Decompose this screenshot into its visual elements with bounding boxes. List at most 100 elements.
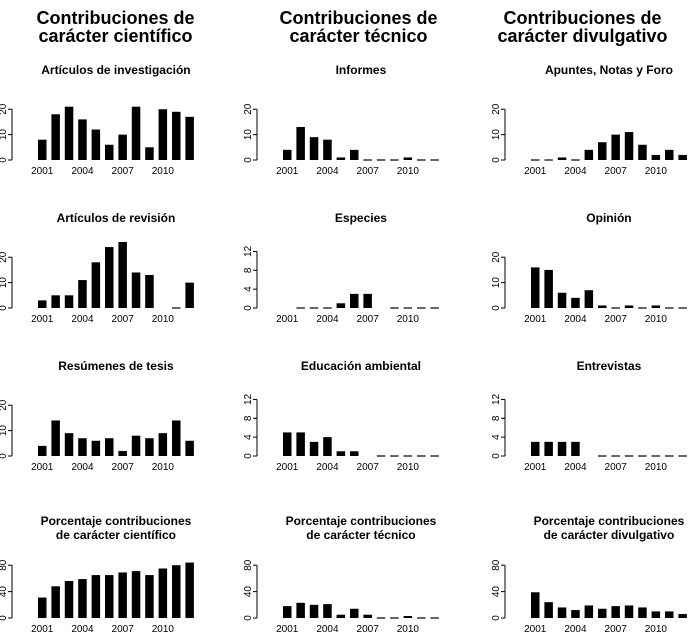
bar bbox=[678, 154, 687, 160]
bar bbox=[172, 565, 181, 618]
chart-panel: Educación ambiental 0 4 8 12 2001 2004 2007 2010 bbox=[243, 359, 439, 473]
x-tick-label: 2007 bbox=[605, 166, 628, 177]
bar bbox=[158, 109, 168, 160]
bar bbox=[557, 292, 567, 308]
bar bbox=[78, 119, 87, 160]
bar bbox=[678, 614, 687, 618]
bar bbox=[363, 293, 372, 308]
y-tick-label: 10 bbox=[0, 425, 9, 437]
chart-panel: Artículos de investigación 0 10 20 2001 2004 2… bbox=[0, 63, 194, 177]
x-tick-label: 2010 bbox=[152, 624, 175, 635]
bar bbox=[584, 149, 594, 160]
y-tick-label: 0 bbox=[491, 305, 502, 311]
x-tick-label: 2007 bbox=[112, 462, 135, 473]
bar bbox=[323, 604, 332, 618]
panel-title: Porcentaje contribuciones bbox=[286, 514, 437, 528]
x-tick-label: 2001 bbox=[31, 624, 54, 635]
bar bbox=[38, 445, 47, 456]
bar bbox=[185, 282, 194, 308]
y-tick-label: 0 bbox=[0, 305, 9, 311]
bar bbox=[131, 571, 141, 618]
y-tick-label: 0 bbox=[243, 157, 254, 163]
bar bbox=[51, 420, 60, 456]
chart-panel: Entrevistas 0 4 8 12 2001 2004 2007 2010 bbox=[491, 359, 687, 473]
chart-panel: Informes 0 10 20 2001 2004 2007 2010 bbox=[243, 63, 439, 177]
y-tick-label: 12 bbox=[243, 245, 254, 257]
x-tick-label: 2010 bbox=[645, 462, 668, 473]
y-tick-label: 80 bbox=[243, 559, 254, 571]
x-tick-label: 2010 bbox=[397, 314, 420, 325]
y-tick-label: 80 bbox=[0, 559, 9, 571]
bar bbox=[531, 592, 540, 618]
bar bbox=[638, 144, 647, 160]
x-tick-label: 2004 bbox=[71, 462, 94, 473]
chart-panel: Especies 0 4 8 12 2001 2004 2007 2010 bbox=[243, 211, 439, 325]
bar bbox=[651, 305, 661, 308]
bar bbox=[91, 440, 101, 456]
y-tick-label: 0 bbox=[243, 453, 254, 459]
y-tick-label: 4 bbox=[243, 434, 254, 440]
x-tick-label: 2001 bbox=[276, 462, 299, 473]
bar bbox=[145, 438, 154, 456]
column-title-line: Contribuciones de bbox=[503, 8, 662, 28]
x-tick-label: 2007 bbox=[605, 462, 628, 473]
bar bbox=[296, 602, 305, 618]
x-tick-label: 2001 bbox=[276, 624, 299, 635]
y-tick-label: 12 bbox=[243, 393, 254, 405]
bar bbox=[336, 157, 346, 160]
y-tick-label: 4 bbox=[243, 286, 254, 292]
x-tick-label: 2007 bbox=[605, 624, 628, 635]
bar bbox=[51, 295, 60, 308]
y-tick-label: 4 bbox=[491, 434, 502, 440]
panel-title: Porcentaje contribuciones bbox=[534, 514, 685, 528]
x-tick-label: 2010 bbox=[645, 314, 668, 325]
bar bbox=[64, 581, 74, 618]
bar bbox=[185, 440, 194, 456]
panel-title: Especies bbox=[335, 211, 387, 225]
bar bbox=[51, 114, 60, 160]
y-tick-label: 80 bbox=[491, 559, 502, 571]
y-tick-label: 20 bbox=[0, 103, 9, 115]
x-tick-label: 2010 bbox=[645, 166, 668, 177]
bar bbox=[363, 614, 372, 618]
bar bbox=[91, 262, 101, 308]
x-tick-label: 2001 bbox=[524, 166, 547, 177]
y-tick-label: 10 bbox=[491, 277, 502, 289]
x-tick-label: 2004 bbox=[564, 166, 587, 177]
bar bbox=[172, 420, 181, 456]
y-tick-label: 0 bbox=[0, 453, 9, 459]
panel-title: Entrevistas bbox=[577, 359, 642, 373]
x-tick-label: 2004 bbox=[564, 462, 587, 473]
bar bbox=[350, 451, 359, 456]
y-tick-label: 20 bbox=[491, 103, 502, 115]
x-tick-label: 2004 bbox=[316, 624, 339, 635]
column-title-line: carácter divulgativo bbox=[497, 26, 668, 46]
bar bbox=[350, 149, 359, 160]
bar bbox=[145, 275, 154, 308]
bar bbox=[91, 129, 101, 160]
bar bbox=[651, 154, 661, 160]
column-title-line: Contribuciones de bbox=[279, 8, 438, 28]
column-title-cientifico: Contribuciones de carácter científico bbox=[0, 9, 231, 45]
bar bbox=[557, 157, 567, 160]
bar bbox=[544, 441, 553, 456]
bar bbox=[118, 134, 127, 160]
bar bbox=[624, 605, 634, 618]
bar bbox=[296, 432, 305, 456]
bar bbox=[283, 149, 292, 160]
bar bbox=[403, 616, 413, 618]
bar bbox=[571, 297, 580, 308]
x-tick-label: 2007 bbox=[357, 166, 380, 177]
bar bbox=[38, 139, 47, 160]
x-tick-label: 2007 bbox=[357, 314, 380, 325]
bar bbox=[172, 111, 181, 160]
y-tick-label: 40 bbox=[491, 586, 502, 598]
bar bbox=[145, 147, 154, 160]
y-tick-label: 12 bbox=[491, 393, 502, 405]
x-tick-label: 2004 bbox=[316, 166, 339, 177]
y-tick-label: 0 bbox=[0, 157, 9, 163]
y-tick-label: 0 bbox=[243, 305, 254, 311]
x-tick-label: 2010 bbox=[397, 462, 420, 473]
x-tick-label: 2004 bbox=[71, 166, 94, 177]
bar bbox=[624, 132, 634, 160]
